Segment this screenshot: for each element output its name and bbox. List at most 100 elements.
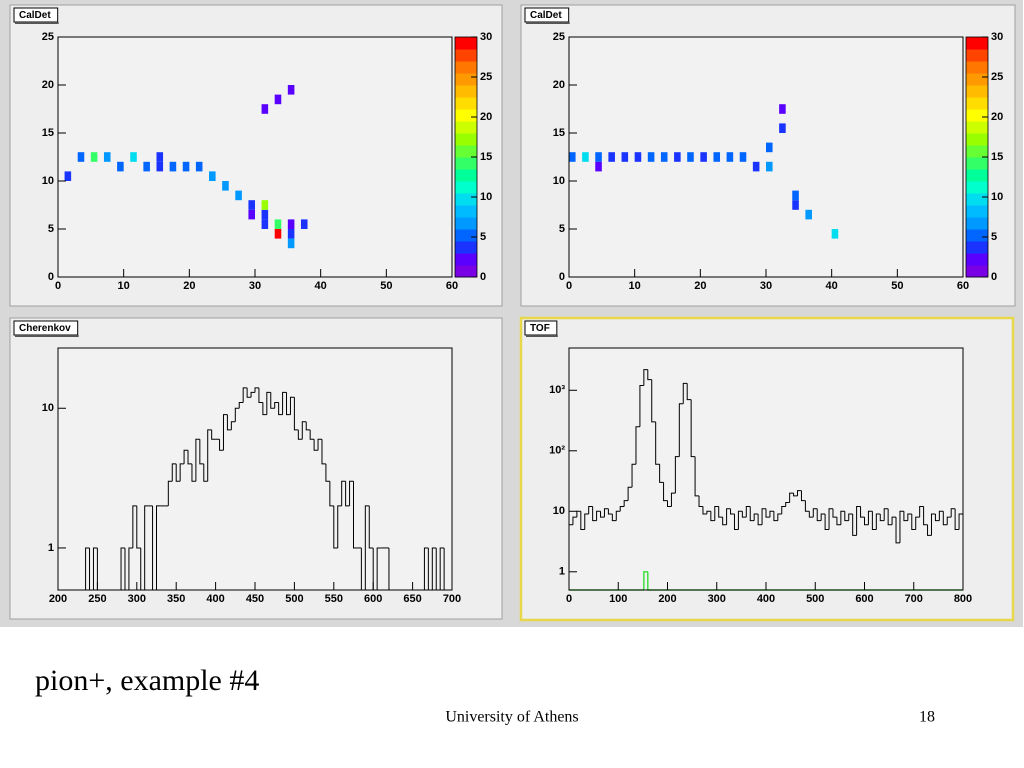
x-tick-label: 60 bbox=[957, 280, 969, 292]
histogram-bin bbox=[647, 369, 652, 381]
heatmap-cell bbox=[595, 152, 602, 162]
histogram-bin bbox=[946, 516, 952, 525]
color-scale-band bbox=[455, 109, 477, 122]
chart-panel: 0 100 200 300 400 500 600 700 800 1 10 10² 10³ TOF bbox=[519, 316, 1015, 622]
histogram-bin bbox=[761, 508, 766, 525]
histogram-bin bbox=[329, 481, 334, 507]
histogram-bin bbox=[584, 513, 589, 530]
histogram-bin bbox=[603, 508, 609, 518]
histogram-bin bbox=[702, 506, 707, 515]
histogram-bin bbox=[439, 547, 445, 590]
heatmap-cell bbox=[209, 171, 216, 181]
chart-title: Cherenkov bbox=[19, 323, 71, 334]
color-scale-label: 5 bbox=[991, 231, 997, 243]
histogram-bin bbox=[887, 508, 893, 526]
x-tick-label: 600 bbox=[855, 593, 873, 605]
heatmap-cell bbox=[726, 152, 734, 162]
histogram-bin bbox=[860, 506, 865, 518]
heatmap-cell bbox=[274, 219, 282, 229]
chart-panel: 0 5 10 15 20 25 30 0 10 20 30 40 50 60 0 5 10 15 20 25 CalDe… bbox=[520, 4, 1016, 307]
x-tick-label: 450 bbox=[246, 593, 264, 605]
histogram-bin bbox=[694, 456, 700, 497]
histogram-bin bbox=[663, 482, 668, 502]
x-tick-label: 600 bbox=[364, 593, 382, 605]
histogram-bin bbox=[203, 463, 208, 482]
histogram-bin bbox=[274, 401, 279, 409]
histogram-bin bbox=[832, 508, 837, 518]
color-scale-band bbox=[455, 73, 477, 86]
histogram-bin bbox=[313, 439, 319, 451]
histogram-bin bbox=[643, 571, 648, 590]
x-tick-label: 10 bbox=[118, 280, 130, 292]
heatmap-cell bbox=[169, 161, 177, 172]
histogram-bin bbox=[364, 505, 370, 590]
histogram-bin bbox=[600, 511, 605, 518]
histogram-bin bbox=[211, 429, 216, 440]
histogram-bin bbox=[246, 387, 252, 398]
histogram-bin bbox=[376, 547, 382, 590]
histogram-bin bbox=[230, 421, 236, 430]
color-scale-label: 10 bbox=[480, 191, 492, 203]
heatmap-cell bbox=[143, 161, 150, 172]
histogram-bin bbox=[270, 392, 275, 409]
histogram-bin bbox=[706, 510, 711, 515]
histogram-bin bbox=[234, 407, 240, 422]
histogram-bin bbox=[930, 513, 936, 536]
heatmap-cell bbox=[300, 219, 308, 229]
histogram-bin bbox=[867, 510, 873, 525]
heatmap-cell bbox=[766, 142, 773, 153]
histogram-bin bbox=[907, 513, 912, 521]
histogram-bin bbox=[730, 508, 735, 515]
x-tick-label: 700 bbox=[905, 593, 923, 605]
histogram-bin bbox=[875, 513, 881, 530]
page-number: 18 bbox=[919, 709, 935, 726]
histogram-bin bbox=[864, 517, 869, 526]
histogram-bin bbox=[368, 505, 374, 549]
histogram-bin bbox=[710, 511, 715, 522]
histogram-bin bbox=[179, 463, 185, 482]
color-scale-band bbox=[455, 241, 477, 254]
histogram-bin bbox=[726, 508, 731, 525]
heatmap-cell bbox=[287, 85, 295, 95]
x-tick-label: 250 bbox=[88, 593, 106, 605]
y-tick-label: 0 bbox=[48, 271, 54, 283]
x-tick-label: 30 bbox=[249, 280, 261, 292]
histogram-bin bbox=[954, 508, 960, 530]
y-tick-label: 0 bbox=[559, 271, 565, 283]
histogram-bin bbox=[690, 399, 696, 458]
heatmap-cell bbox=[287, 238, 295, 249]
histogram-bin bbox=[808, 511, 814, 518]
histogram-bin bbox=[325, 463, 330, 482]
heatmap-cell bbox=[660, 152, 668, 162]
x-tick-label: 50 bbox=[380, 280, 392, 292]
histogram-bin bbox=[737, 510, 743, 530]
histogram-bin bbox=[289, 396, 295, 415]
histogram-bin bbox=[891, 516, 897, 525]
histogram-bin bbox=[183, 449, 189, 464]
heatmap-cell bbox=[195, 161, 203, 172]
color-scale-band bbox=[455, 85, 477, 98]
heatmap-cell bbox=[713, 152, 721, 162]
y-tick-label: 10 bbox=[42, 402, 54, 414]
histogram-bin bbox=[128, 547, 133, 590]
histogram-bin bbox=[800, 490, 806, 502]
histogram-bin bbox=[938, 510, 944, 521]
histogram-bin bbox=[682, 382, 688, 404]
heatmap-cell bbox=[674, 152, 681, 162]
x-tick-label: 40 bbox=[826, 280, 838, 292]
color-scale-label: 0 bbox=[991, 271, 997, 283]
histogram-bin bbox=[195, 438, 200, 482]
histogram-bin bbox=[278, 402, 283, 416]
heatmap-cell bbox=[261, 200, 269, 210]
histogram-bin bbox=[714, 505, 719, 521]
heatmap-cell bbox=[766, 161, 773, 172]
histogram-bin bbox=[305, 421, 311, 431]
histogram-bin bbox=[623, 500, 629, 507]
histogram-bin bbox=[345, 481, 350, 507]
histogram-bin bbox=[282, 391, 287, 415]
histogram-bin bbox=[631, 463, 636, 488]
histogram-bin bbox=[722, 517, 727, 526]
color-scale-label: 20 bbox=[991, 111, 1003, 123]
color-scale-label: 30 bbox=[991, 31, 1003, 43]
histogram-bin bbox=[341, 480, 346, 506]
